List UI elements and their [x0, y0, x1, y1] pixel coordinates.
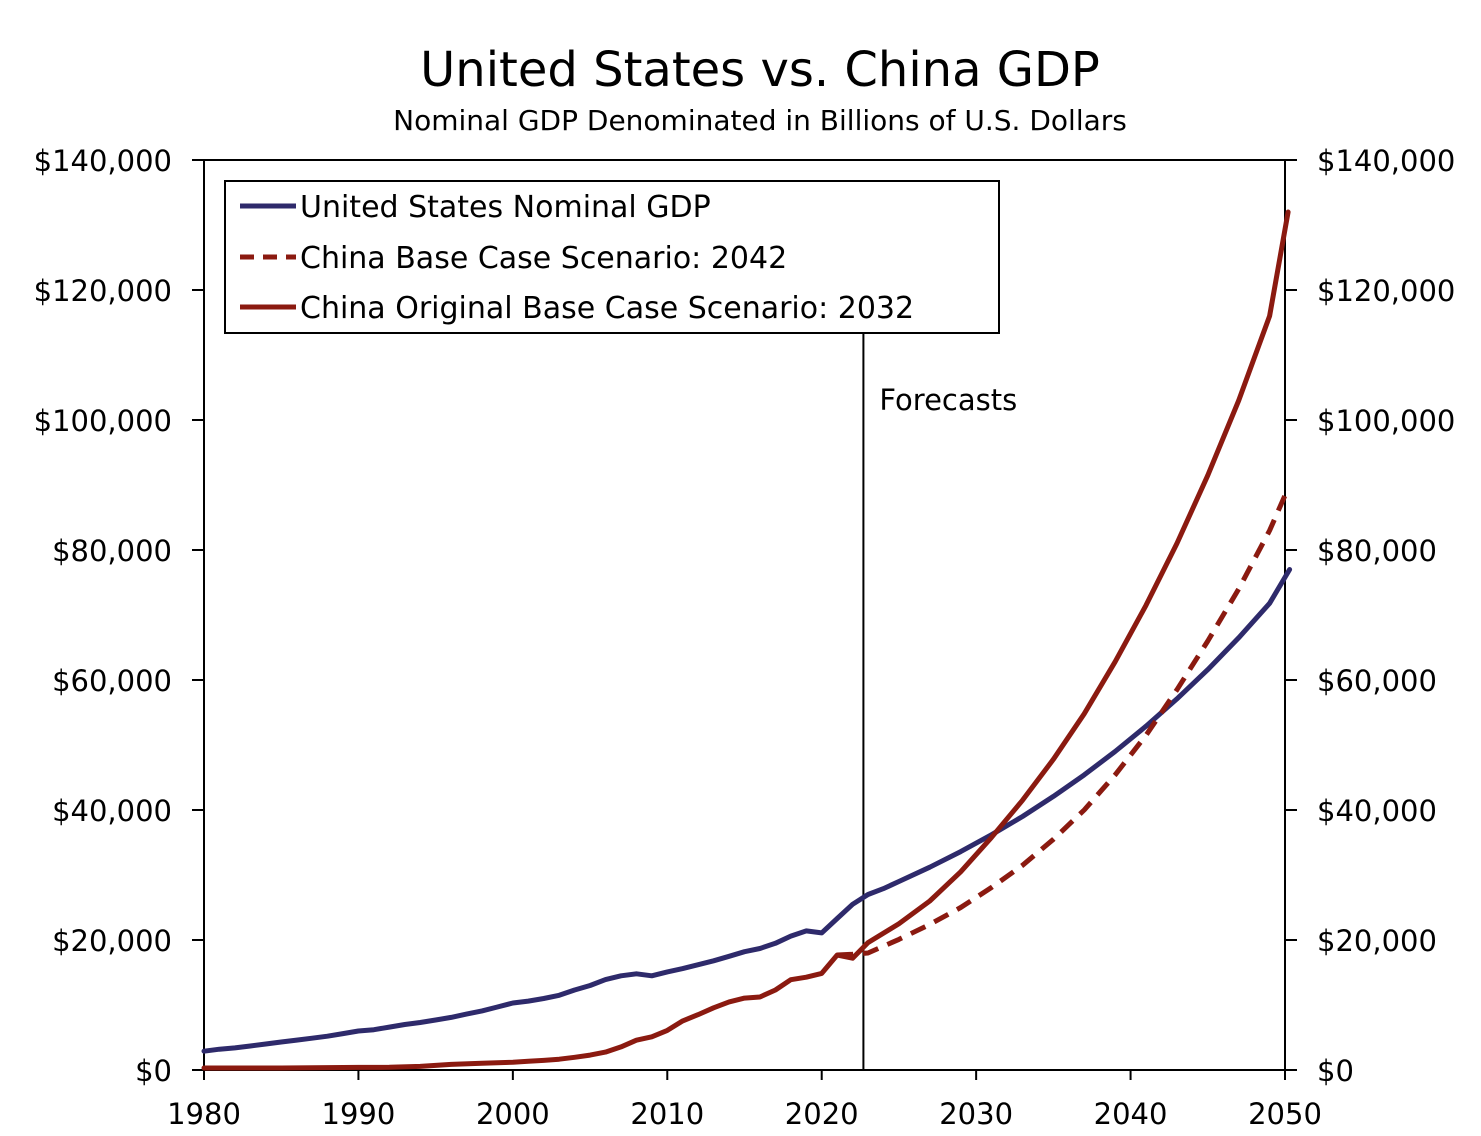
y-tick-label-right: $140,000: [1317, 144, 1455, 178]
y-tick-label-right: $0: [1317, 1054, 1354, 1088]
y-tick-label-left: $120,000: [34, 274, 172, 308]
legend-box: [224, 180, 1000, 334]
x-axis: 1980 1990 2000 2010 2020 2030 2040 2050: [167, 1070, 1322, 1131]
x-tick-label: 2040: [1094, 1097, 1168, 1131]
x-tick-label: 1980: [167, 1097, 241, 1131]
series-line-2: [201, 209, 1291, 1071]
x-tick-label: 2030: [939, 1097, 1013, 1131]
legend: United States Nominal GDP China Base Cas…: [224, 180, 1000, 334]
y-tick-label-right: $120,000: [1317, 274, 1455, 308]
legend-label-china-base: China Base Case Scenario: 2042: [300, 241, 787, 276]
y-tick-label-right: $20,000: [1317, 924, 1437, 958]
series-layer: [201, 209, 1293, 1071]
y-tick-label-left: $40,000: [52, 794, 172, 828]
series-line-1: [837, 487, 1291, 958]
y-tick-label-right: $40,000: [1317, 794, 1437, 828]
y-axis: $0 $0 $20,000 $20,000 $40,000 $40,000 $60,000 $…: [34, 144, 1456, 1088]
y-tick-label-right: $60,000: [1317, 664, 1437, 698]
y-tick-label-left: $100,000: [34, 404, 172, 438]
x-tick-label: 2000: [476, 1097, 550, 1131]
x-tick-label: 2050: [1248, 1097, 1322, 1131]
y-tick-label-right: $80,000: [1317, 534, 1437, 568]
x-tick-label: 1990: [322, 1097, 396, 1131]
y-tick-label-left: $20,000: [52, 924, 172, 958]
y-tick-label-left: $0: [135, 1054, 172, 1088]
x-tick-label: 2020: [785, 1097, 859, 1131]
y-tick-label-left: $140,000: [34, 144, 172, 178]
chart-title: United States vs. China GDP: [420, 42, 1100, 98]
legend-label-china-original: China Original Base Case Scenario: 2032: [300, 291, 914, 326]
y-tick-label-left: $80,000: [52, 534, 172, 568]
legend-label-us: United States Nominal GDP: [300, 190, 711, 225]
x-tick-label: 2010: [630, 1097, 704, 1131]
y-tick-label-left: $60,000: [52, 664, 172, 698]
y-tick-label-right: $100,000: [1317, 404, 1455, 438]
plot-area: [203, 159, 1286, 1071]
chart-subtitle: Nominal GDP Denominated in Billions of U…: [393, 104, 1127, 137]
forecast-annotation: Forecasts: [879, 383, 1017, 417]
